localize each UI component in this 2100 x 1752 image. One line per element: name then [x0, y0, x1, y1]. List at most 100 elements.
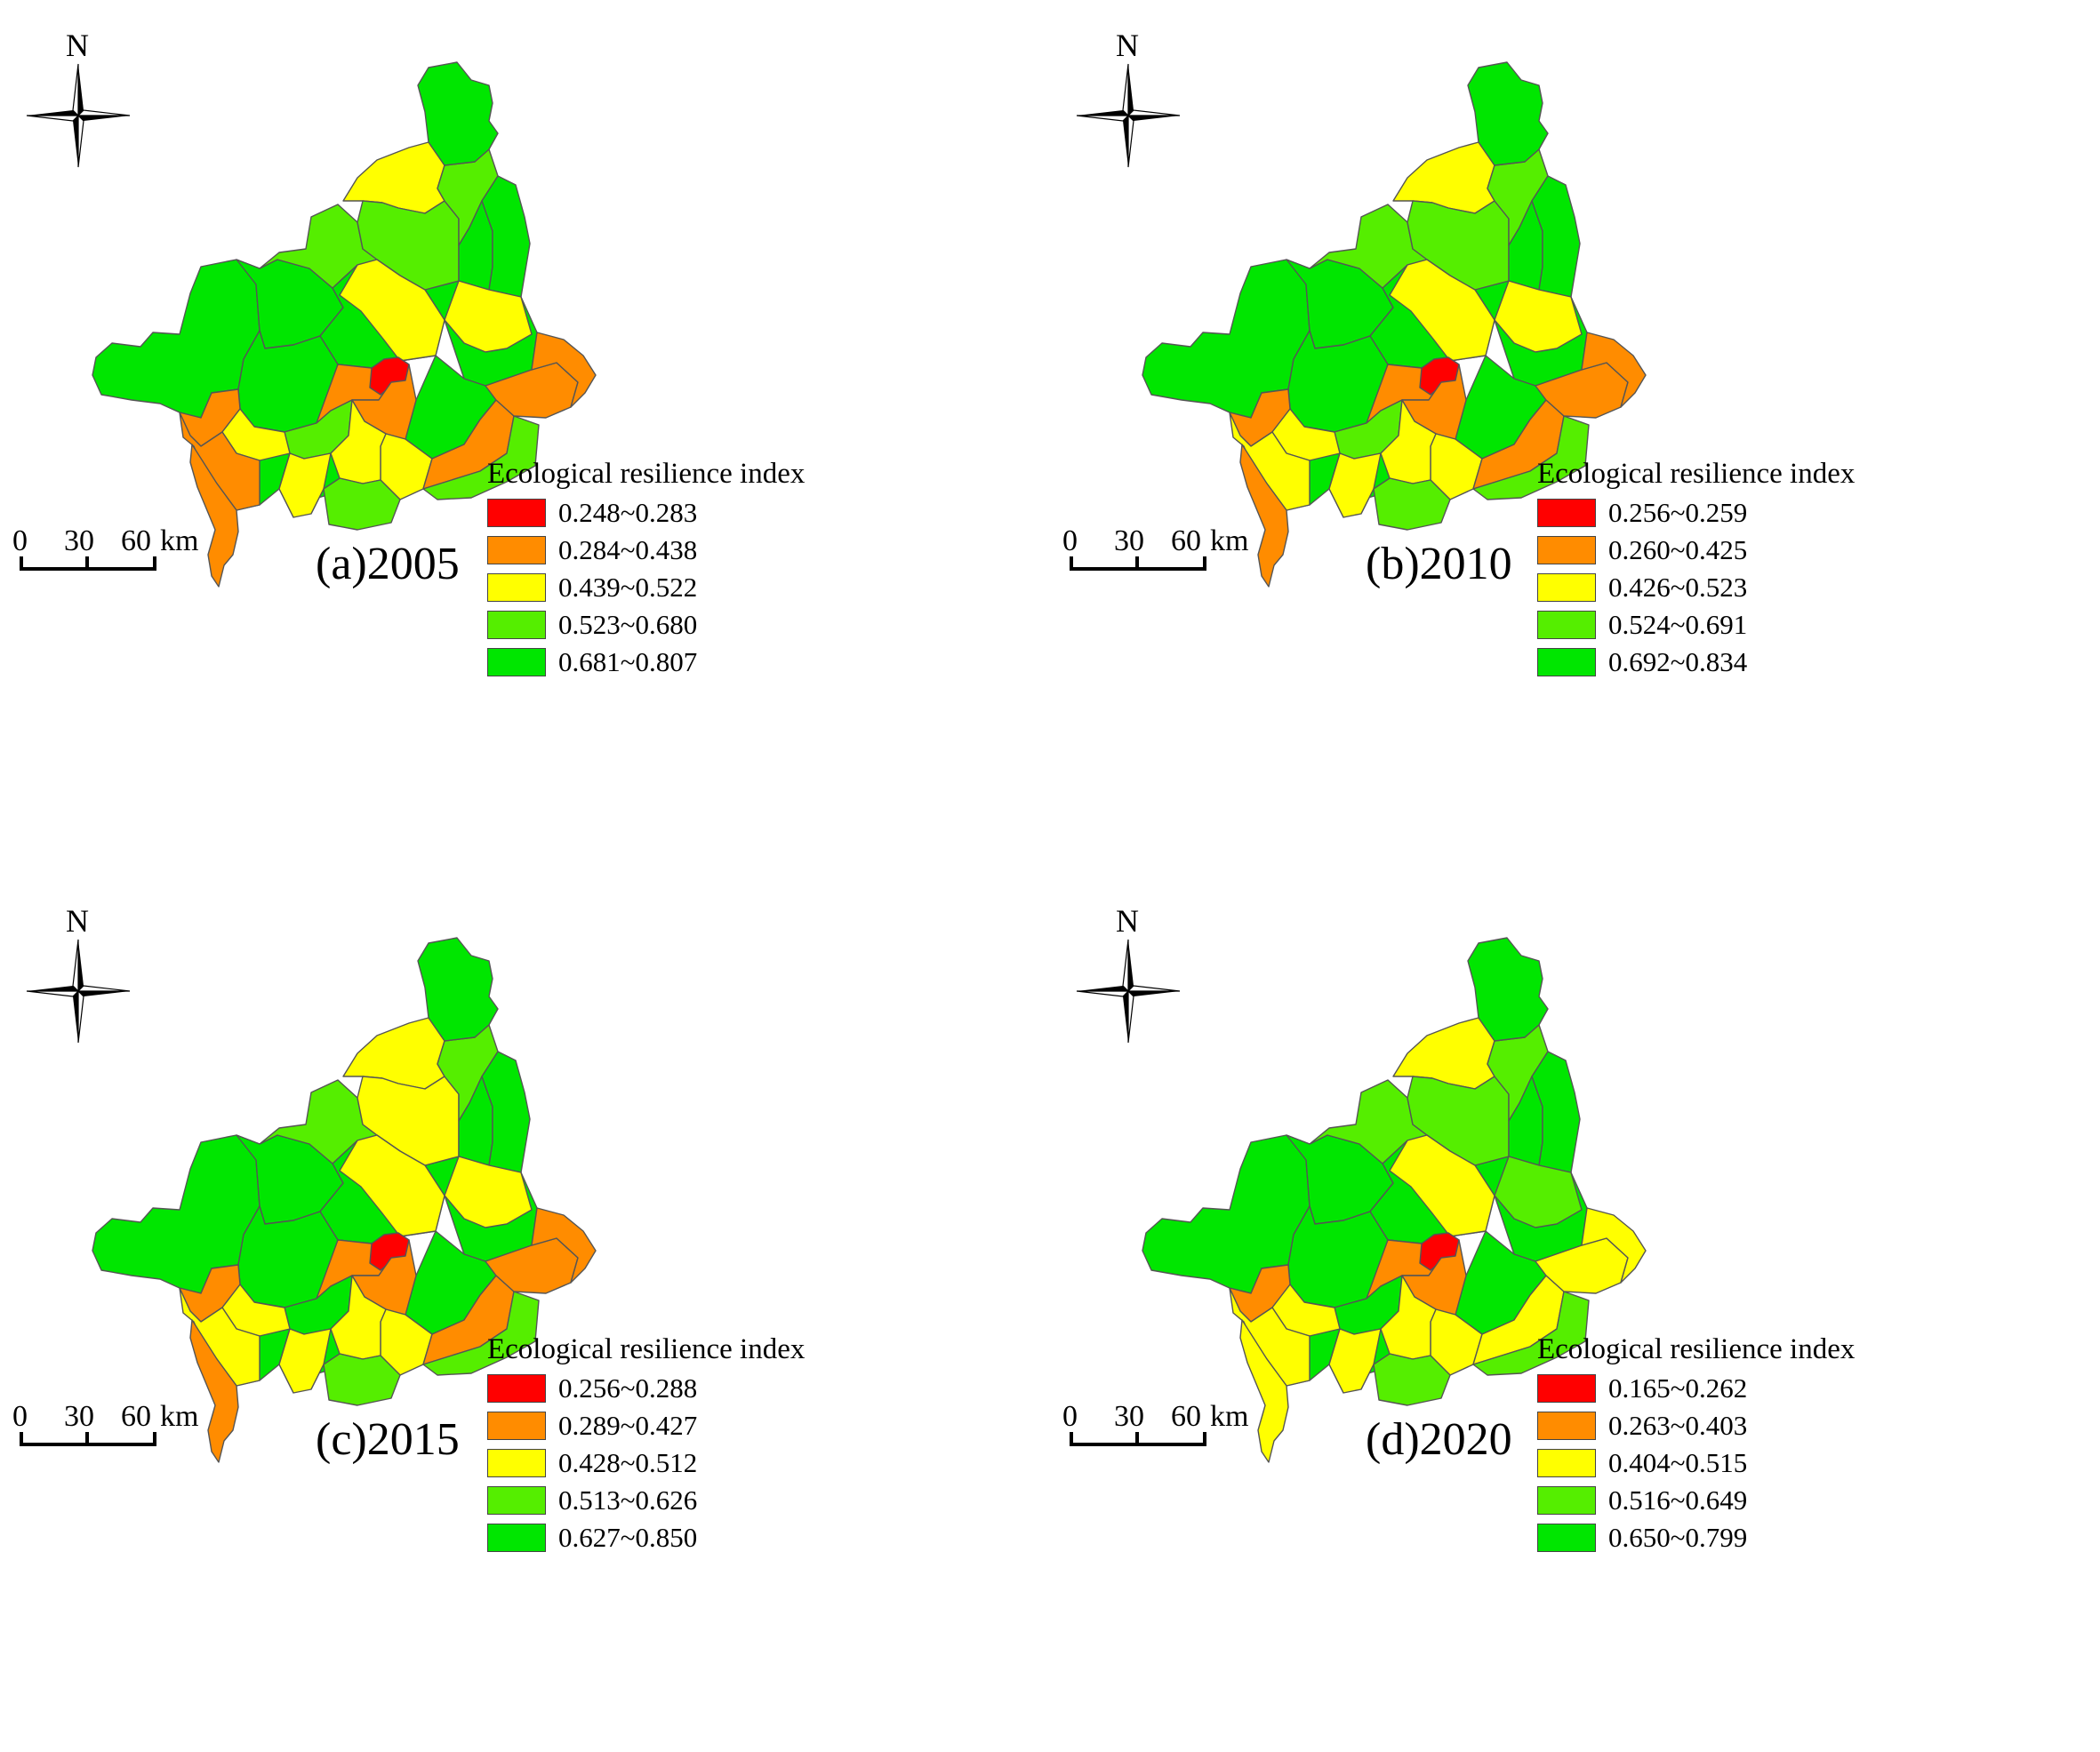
- legend-swatch: [487, 1449, 546, 1477]
- county-region: [278, 452, 332, 518]
- legend-swatch: [487, 536, 546, 564]
- scale-bar-line: [20, 556, 156, 571]
- county-region: [531, 1207, 597, 1284]
- county-region: [323, 477, 401, 531]
- legend-swatch: [1537, 648, 1596, 676]
- legend-range-label: 0.516~0.649: [1608, 1484, 1748, 1516]
- legend-range-label: 0.524~0.691: [1608, 609, 1748, 640]
- scale-tick-label: 0: [1062, 1400, 1078, 1433]
- county-region: [339, 1134, 445, 1237]
- legend: Ecological resilience index 0.248~0.283 0.…: [487, 458, 805, 681]
- scale-tick-label: 60: [1171, 1400, 1201, 1433]
- county-region: [1239, 1319, 1289, 1463]
- county-region: [531, 332, 597, 408]
- scale-tick-label: 60: [121, 524, 151, 557]
- county-region: [417, 61, 499, 166]
- legend-range-label: 0.284~0.438: [558, 534, 698, 565]
- scale-unit-label: km: [1210, 1400, 1249, 1433]
- legend-swatch: [487, 1412, 546, 1440]
- county-region: [342, 1017, 445, 1090]
- legend-title: Ecological resilience index: [1537, 1333, 1856, 1365]
- legend-item: 0.165~0.262: [1537, 1370, 1855, 1407]
- county-region: [1407, 200, 1510, 291]
- scale-unit-label: km: [160, 524, 199, 557]
- legend-swatch: [1537, 1374, 1596, 1403]
- compass-rose-icon: [26, 63, 131, 168]
- panel-year-label: (c)2015: [316, 1414, 460, 1465]
- legend-swatch: [1537, 499, 1596, 527]
- choropleth-map: [1142, 937, 1647, 1463]
- legend-swatch: [487, 573, 546, 602]
- legend-range-label: 0.439~0.522: [558, 572, 698, 603]
- legend-title: Ecological resilience index: [487, 458, 806, 490]
- legend-range-label: 0.681~0.807: [558, 646, 698, 677]
- county-region: [1392, 1017, 1495, 1090]
- county-region: [323, 1353, 401, 1406]
- county-region: [1373, 1353, 1451, 1406]
- legend-item: 0.289~0.427: [487, 1407, 805, 1444]
- legend-item: 0.516~0.649: [1537, 1482, 1855, 1519]
- panel-year-label: (a)2005: [316, 539, 460, 589]
- legend-range-label: 0.513~0.626: [558, 1484, 698, 1516]
- county-region: [357, 1076, 460, 1166]
- county-region: [1494, 1156, 1583, 1228]
- county-region: [1531, 175, 1581, 298]
- scale-bar-line: [1070, 556, 1206, 571]
- panel-year-label: (b)2010: [1366, 539, 1512, 589]
- legend-swatch: [1537, 536, 1596, 564]
- county-region: [1239, 444, 1289, 588]
- legend-item: 0.248~0.283: [487, 494, 805, 532]
- scale-unit-label: km: [160, 1400, 199, 1433]
- county-region: [1373, 477, 1451, 531]
- county-region: [1407, 1076, 1510, 1166]
- county-region: [1389, 1134, 1495, 1237]
- county-region: [1581, 1207, 1647, 1284]
- county-region: [357, 200, 460, 291]
- compass-rose-icon: [26, 939, 131, 1044]
- legend-item: 0.404~0.515: [1537, 1444, 1855, 1482]
- legend-swatch: [487, 611, 546, 639]
- legend-range-label: 0.248~0.283: [558, 497, 698, 528]
- legend-title: Ecological resilience index: [1537, 458, 1856, 490]
- legend-item: 0.524~0.691: [1537, 606, 1855, 644]
- scale-unit-label: km: [1210, 524, 1249, 557]
- compass-rose-icon: [1076, 939, 1181, 1044]
- north-label: N: [66, 903, 89, 939]
- county-region: [189, 1319, 239, 1463]
- county-region: [1467, 61, 1549, 166]
- legend-range-label: 0.404~0.515: [1608, 1447, 1748, 1478]
- scale-bar-line: [1070, 1432, 1206, 1446]
- legend-swatch: [487, 1524, 546, 1552]
- legend-swatch: [1537, 1449, 1596, 1477]
- legend-range-label: 0.289~0.427: [558, 1410, 698, 1441]
- map-panel: N 0 30 60 km (d)2020 Ecological resilience ind…: [1050, 876, 2100, 1751]
- county-region: [339, 259, 445, 362]
- scale-tick-label: 30: [64, 524, 94, 557]
- map-panel: N 0 30 60 km (a)2005 Ecological resilience ind…: [0, 0, 1050, 876]
- county-region: [1392, 141, 1495, 214]
- scale-bar-line: [20, 1432, 156, 1446]
- legend-swatch: [487, 1486, 546, 1515]
- legend-range-label: 0.165~0.262: [1608, 1372, 1748, 1404]
- north-label: N: [1116, 28, 1139, 63]
- scale-tick-label: 30: [64, 1400, 94, 1433]
- legend-item: 0.260~0.425: [1537, 532, 1855, 569]
- county-region: [1494, 280, 1583, 353]
- scale-tick-label: 60: [121, 1400, 151, 1433]
- legend-item: 0.256~0.288: [487, 1370, 805, 1407]
- map-panel: N 0 30 60 km (b)2010 Ecological resilience ind…: [1050, 0, 2100, 876]
- legend-item: 0.692~0.834: [1537, 644, 1855, 681]
- north-label: N: [66, 28, 89, 63]
- scale-tick-label: 30: [1114, 1400, 1144, 1433]
- legend-swatch: [487, 499, 546, 527]
- county-region: [444, 1156, 533, 1228]
- map-panel: N 0 30 60 km (c)2015 Ecological resilience ind…: [0, 876, 1050, 1751]
- legend: Ecological resilience index 0.256~0.259 0.…: [1537, 458, 1855, 681]
- county-region: [417, 937, 499, 1042]
- choropleth-map: [1142, 61, 1647, 588]
- county-region: [189, 444, 239, 588]
- county-region: [444, 280, 533, 353]
- legend-item: 0.439~0.522: [487, 569, 805, 606]
- legend: Ecological resilience index 0.165~0.262 0.…: [1537, 1333, 1855, 1556]
- legend-swatch: [1537, 573, 1596, 602]
